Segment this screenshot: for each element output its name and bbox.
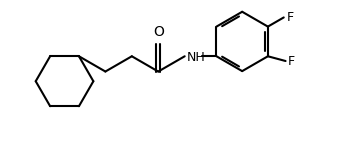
Text: O: O — [153, 24, 164, 38]
Text: F: F — [288, 55, 295, 67]
Text: F: F — [286, 11, 294, 24]
Text: NH: NH — [187, 51, 205, 65]
